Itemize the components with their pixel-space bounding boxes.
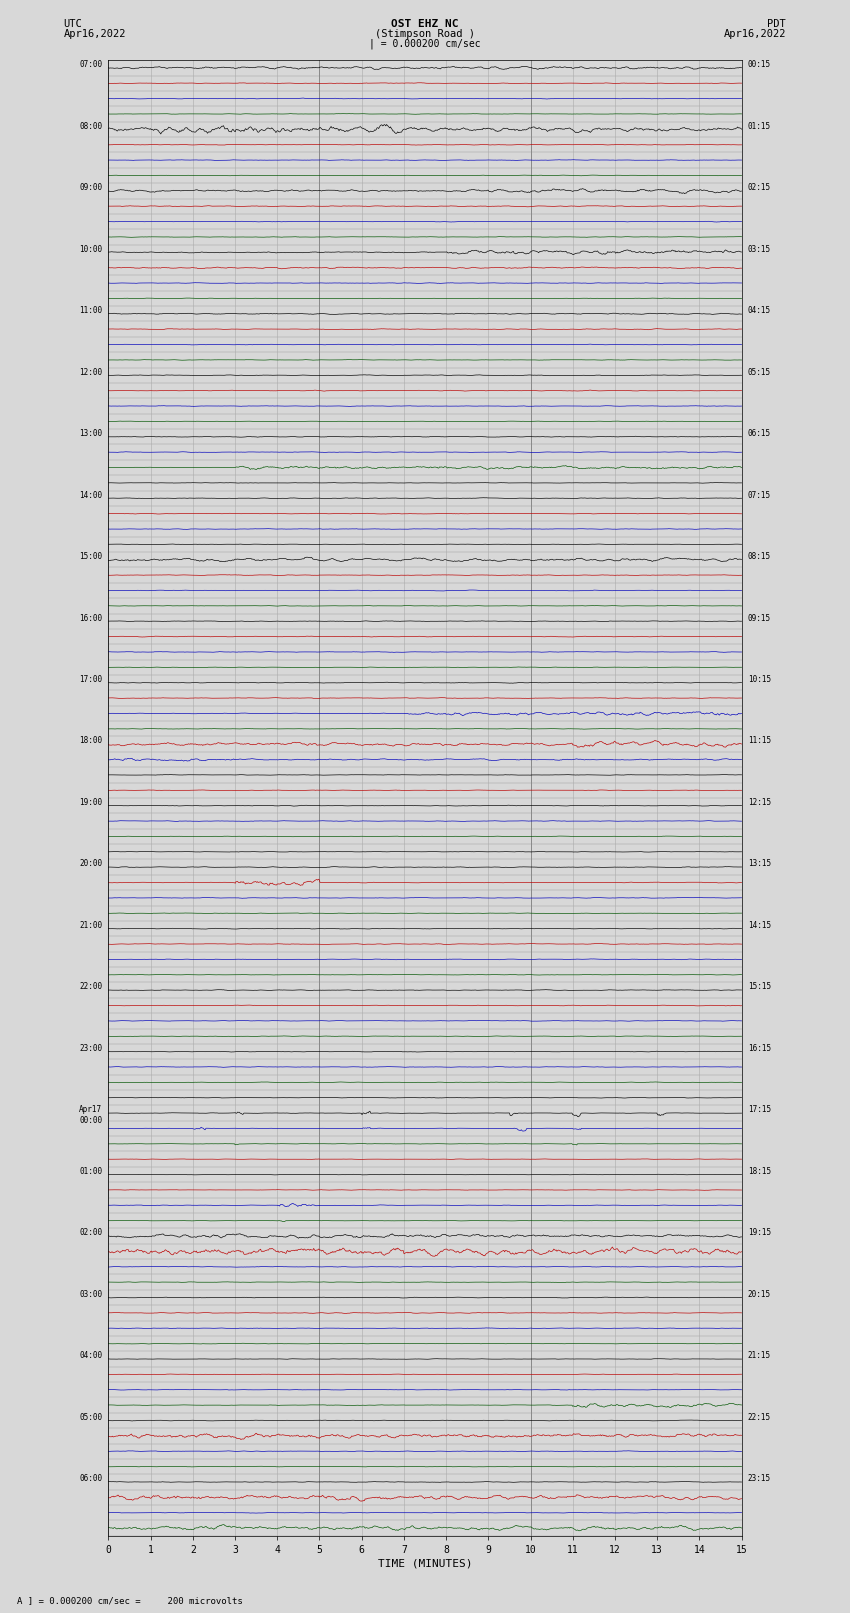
Text: A ] = 0.000200 cm/sec =     200 microvolts: A ] = 0.000200 cm/sec = 200 microvolts bbox=[17, 1595, 243, 1605]
Text: UTC: UTC bbox=[64, 19, 82, 29]
Text: 19:15: 19:15 bbox=[748, 1229, 771, 1237]
Text: 15:15: 15:15 bbox=[748, 982, 771, 992]
Text: 15:00: 15:00 bbox=[79, 552, 102, 561]
Text: 23:00: 23:00 bbox=[79, 1044, 102, 1053]
Text: 04:15: 04:15 bbox=[748, 306, 771, 315]
Text: 18:00: 18:00 bbox=[79, 737, 102, 745]
X-axis label: TIME (MINUTES): TIME (MINUTES) bbox=[377, 1560, 473, 1569]
Text: Apr17
00:00: Apr17 00:00 bbox=[79, 1105, 102, 1124]
Text: 22:15: 22:15 bbox=[748, 1413, 771, 1421]
Text: 08:00: 08:00 bbox=[79, 121, 102, 131]
Text: 07:15: 07:15 bbox=[748, 490, 771, 500]
Text: 10:15: 10:15 bbox=[748, 674, 771, 684]
Text: 10:00: 10:00 bbox=[79, 245, 102, 253]
Text: 17:00: 17:00 bbox=[79, 674, 102, 684]
Text: 21:15: 21:15 bbox=[748, 1352, 771, 1360]
Text: | = 0.000200 cm/sec: | = 0.000200 cm/sec bbox=[369, 39, 481, 50]
Text: 16:15: 16:15 bbox=[748, 1044, 771, 1053]
Text: 03:00: 03:00 bbox=[79, 1290, 102, 1298]
Text: 20:15: 20:15 bbox=[748, 1290, 771, 1298]
Text: 20:00: 20:00 bbox=[79, 860, 102, 868]
Text: 06:15: 06:15 bbox=[748, 429, 771, 439]
Text: 05:15: 05:15 bbox=[748, 368, 771, 376]
Text: 02:15: 02:15 bbox=[748, 184, 771, 192]
Text: 13:00: 13:00 bbox=[79, 429, 102, 439]
Text: 11:15: 11:15 bbox=[748, 737, 771, 745]
Text: 06:00: 06:00 bbox=[79, 1474, 102, 1484]
Text: 04:00: 04:00 bbox=[79, 1352, 102, 1360]
Text: 16:00: 16:00 bbox=[79, 613, 102, 623]
Text: Apr16,2022: Apr16,2022 bbox=[723, 29, 786, 39]
Text: 18:15: 18:15 bbox=[748, 1166, 771, 1176]
Text: 12:15: 12:15 bbox=[748, 798, 771, 806]
Text: 09:00: 09:00 bbox=[79, 184, 102, 192]
Text: (Stimpson Road ): (Stimpson Road ) bbox=[375, 29, 475, 39]
Text: 12:00: 12:00 bbox=[79, 368, 102, 376]
Text: OST EHZ NC: OST EHZ NC bbox=[391, 19, 459, 29]
Text: 14:15: 14:15 bbox=[748, 921, 771, 931]
Text: 14:00: 14:00 bbox=[79, 490, 102, 500]
Text: 17:15: 17:15 bbox=[748, 1105, 771, 1115]
Text: 11:00: 11:00 bbox=[79, 306, 102, 315]
Text: 02:00: 02:00 bbox=[79, 1229, 102, 1237]
Text: 19:00: 19:00 bbox=[79, 798, 102, 806]
Text: 09:15: 09:15 bbox=[748, 613, 771, 623]
Text: 01:00: 01:00 bbox=[79, 1166, 102, 1176]
Text: 03:15: 03:15 bbox=[748, 245, 771, 253]
Text: 13:15: 13:15 bbox=[748, 860, 771, 868]
Text: 05:00: 05:00 bbox=[79, 1413, 102, 1421]
Text: 01:15: 01:15 bbox=[748, 121, 771, 131]
Text: 07:00: 07:00 bbox=[79, 60, 102, 69]
Text: 23:15: 23:15 bbox=[748, 1474, 771, 1484]
Text: 22:00: 22:00 bbox=[79, 982, 102, 992]
Text: 21:00: 21:00 bbox=[79, 921, 102, 931]
Text: 08:15: 08:15 bbox=[748, 552, 771, 561]
Text: Apr16,2022: Apr16,2022 bbox=[64, 29, 127, 39]
Text: 00:15: 00:15 bbox=[748, 60, 771, 69]
Text: PDT: PDT bbox=[768, 19, 786, 29]
